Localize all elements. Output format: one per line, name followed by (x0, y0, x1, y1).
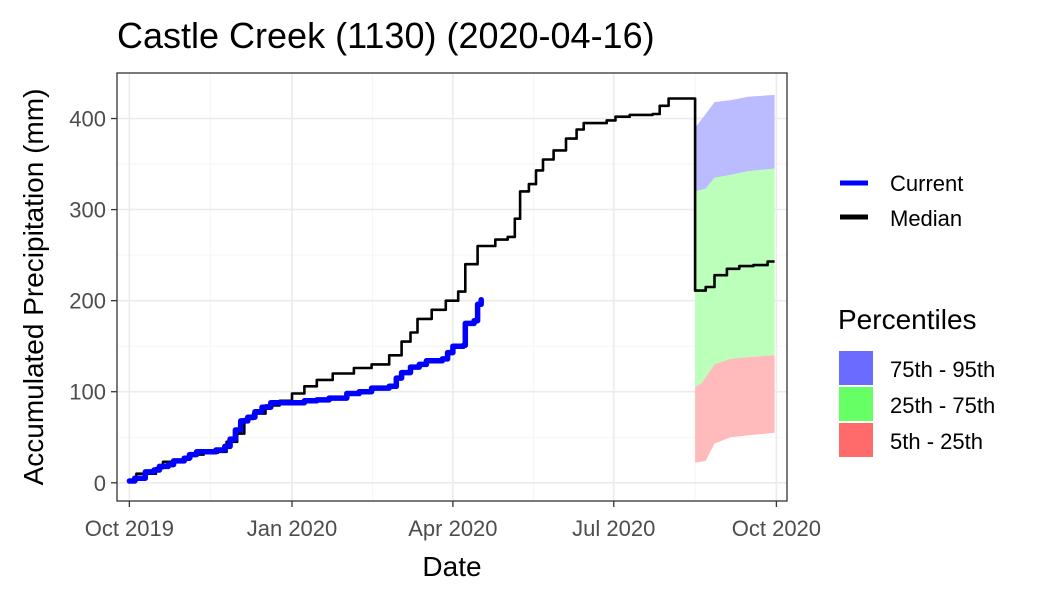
legend-percentiles-title: Percentiles (838, 304, 977, 335)
major-gridlines (117, 73, 787, 501)
band-5th-25th (695, 355, 775, 463)
x-tick-label: Oct 2020 (732, 516, 821, 541)
legend-25-75-label: 25th - 75th (890, 393, 995, 418)
y-axis-ticks: 0 100 200 300 400 (69, 107, 117, 496)
y-tick-label: 0 (94, 471, 106, 496)
plot-border (116, 72, 788, 502)
series-lines (126, 97, 775, 484)
percentile-bands (695, 94, 775, 463)
legend-5-25-label: 5th - 25th (890, 429, 983, 454)
x-axis-title: Date (422, 551, 481, 582)
legend-25-75-swatch (839, 387, 873, 421)
plot-background (117, 73, 787, 501)
legend-current-label: Current (890, 171, 963, 196)
current-line (126, 296, 484, 484)
legend-75-95-swatch (839, 351, 873, 385)
x-tick-label: Jan 2020 (247, 516, 338, 541)
y-axis-title: Accumulated Precipitation (mm) (18, 89, 49, 486)
minor-gridlines (117, 73, 787, 501)
y-tick-label: 100 (69, 380, 106, 405)
x-tick-label: Apr 2020 (408, 516, 497, 541)
y-tick-label: 300 (69, 198, 106, 223)
legend-median-label: Median (890, 206, 962, 231)
band-25th-75th (695, 168, 775, 388)
chart-title: Castle Creek (1130) (2020-04-16) (117, 15, 655, 56)
band-75th-95th (695, 94, 775, 192)
x-tick-label: Oct 2019 (85, 516, 174, 541)
legend-5-25-swatch (839, 423, 873, 457)
legend-75-95-label: 75th - 95th (890, 357, 995, 382)
x-axis-ticks: Oct 2019 Jan 2020 Apr 2020 Jul 2020 Oct 2020 (85, 501, 821, 541)
legend: Current Median Percentiles 75th - 95th 2… (838, 171, 995, 457)
x-tick-label: Jul 2020 (572, 516, 655, 541)
y-tick-label: 400 (69, 107, 106, 132)
y-tick-label: 200 (69, 289, 106, 314)
